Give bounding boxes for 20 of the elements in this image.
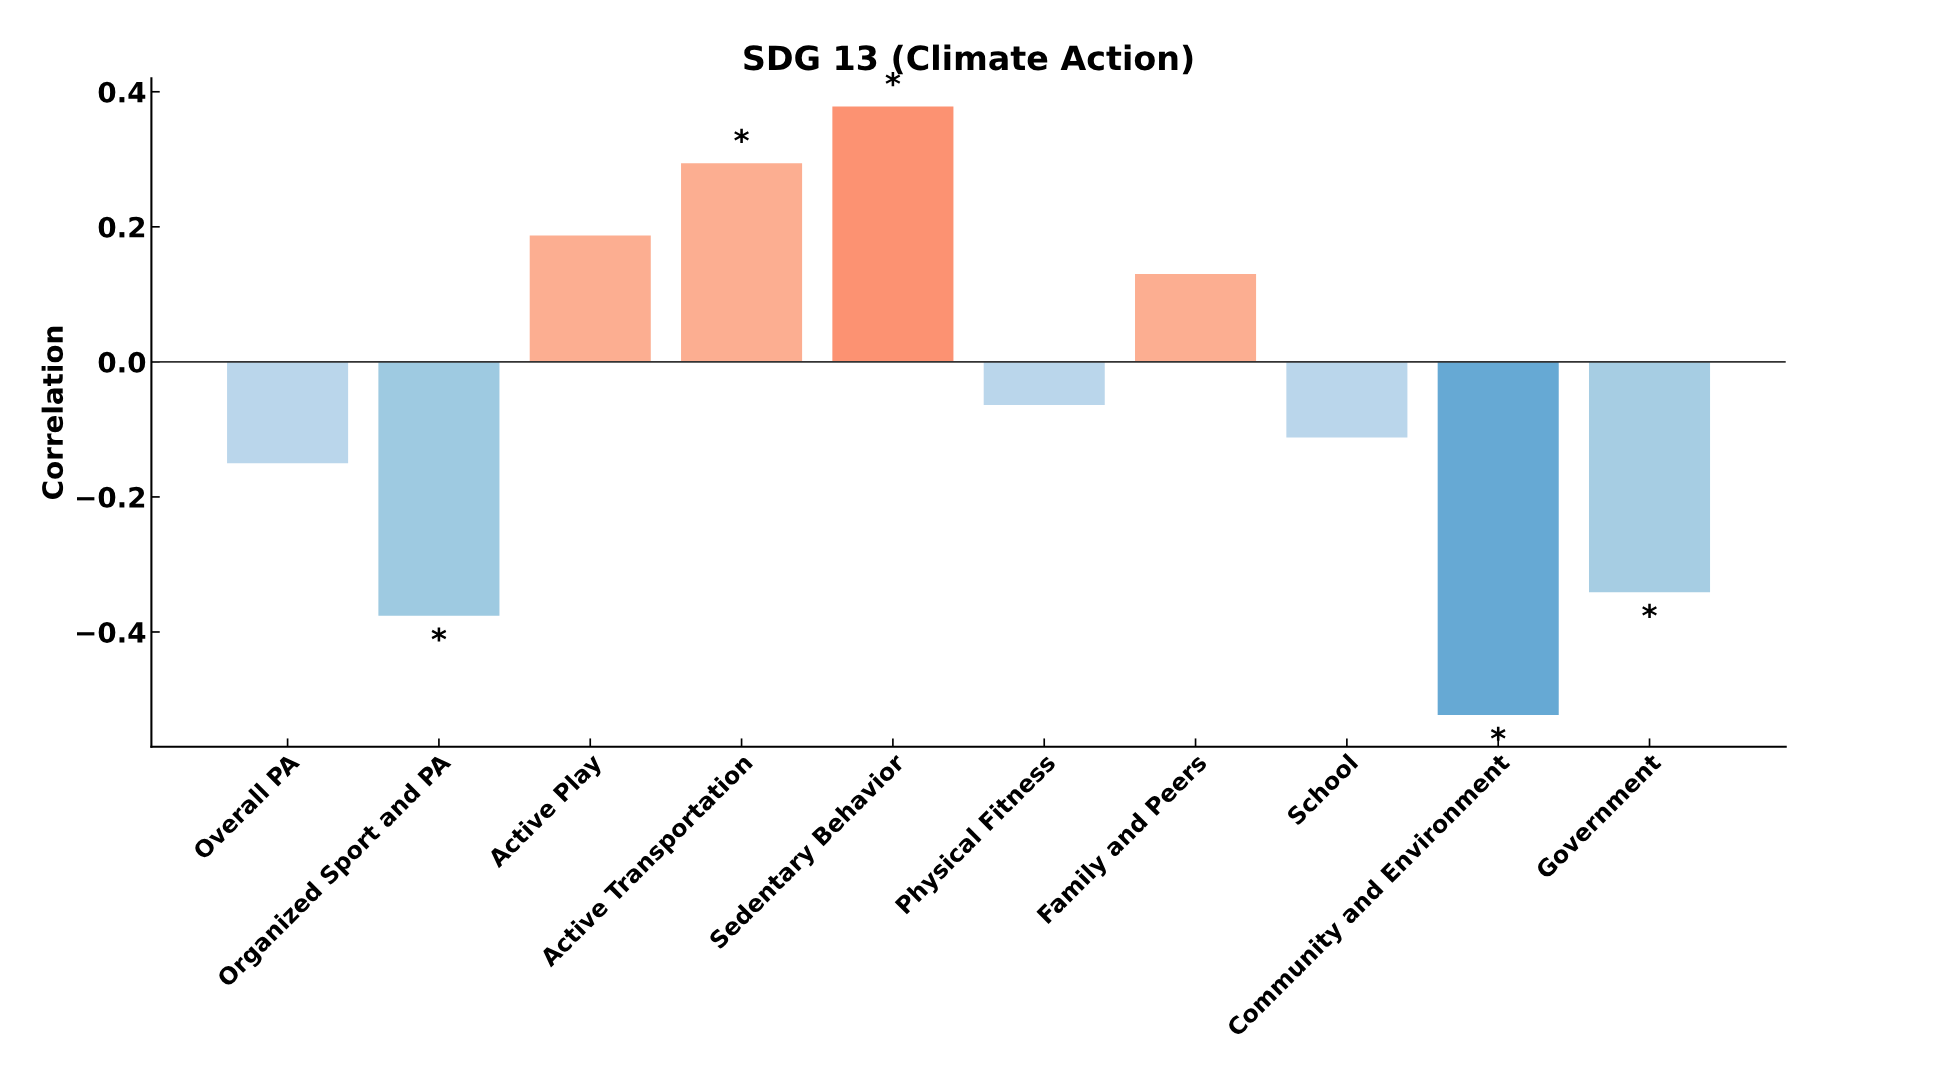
annotation: * <box>431 627 447 642</box>
y-tick-label: 0.0 <box>98 351 146 373</box>
annotation: * <box>1490 726 1506 741</box>
annotation: * <box>734 128 749 143</box>
bar <box>529 235 651 362</box>
bar <box>681 163 803 362</box>
y-axis-title: Correlation <box>41 326 64 499</box>
y-tick-label: 0.2 <box>98 216 145 238</box>
bar <box>1589 361 1711 593</box>
y-tick-label: 0.4 <box>98 81 146 103</box>
bar <box>1437 361 1559 716</box>
annotation: * <box>1642 603 1657 618</box>
bar <box>227 361 349 464</box>
bar <box>832 106 954 362</box>
bar <box>1135 274 1257 362</box>
y-tick-label: −0.4 <box>77 621 146 643</box>
y-tick-label: −0.2 <box>77 486 145 508</box>
bar <box>378 361 500 616</box>
bar <box>1286 361 1408 438</box>
bar <box>983 361 1105 406</box>
